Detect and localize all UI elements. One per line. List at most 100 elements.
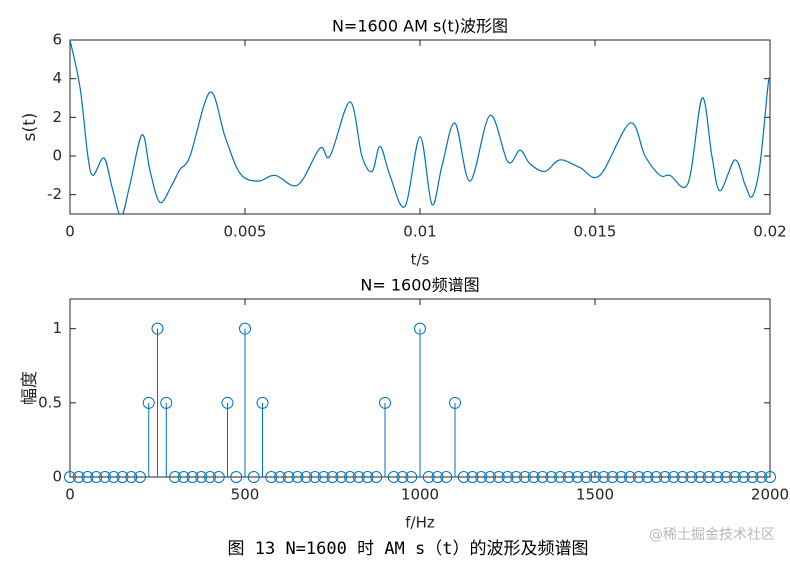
stem-marker [440, 471, 453, 483]
stem-marker [510, 471, 523, 483]
stem-marker [247, 471, 260, 483]
stem-marker [536, 471, 549, 483]
stem-marker [545, 471, 558, 483]
y-tick-label: 2 [52, 108, 62, 126]
stem-marker [667, 471, 680, 483]
x-tick-label: 0 [65, 486, 75, 504]
stem-marker [422, 471, 435, 483]
stem-marker [624, 471, 636, 483]
stem-marker [519, 471, 531, 483]
stem-marker [632, 471, 645, 483]
stem-marker [107, 471, 120, 483]
watermark: @稀土掘金技术社区 [649, 527, 775, 543]
stem-marker [300, 471, 313, 483]
y-tick-label: 1 [52, 319, 62, 337]
x-tick-label: 0.015 [574, 223, 617, 241]
stem-marker [615, 471, 628, 483]
stem-marker [396, 471, 409, 483]
stem-marker [335, 471, 348, 483]
caption: 图 13 N=1600 时 AM s（t）的波形及频谱图 [228, 539, 589, 559]
stem-marker [501, 471, 514, 483]
x-tick-label: 0.005 [224, 223, 267, 241]
stem-marker [702, 471, 715, 483]
x-tick-label: 0 [65, 223, 75, 241]
stem-marker [151, 322, 164, 335]
signal-line [70, 40, 770, 214]
stem-marker [361, 471, 374, 483]
stem-marker [746, 471, 759, 483]
stem-marker [414, 322, 426, 335]
y-axis-label: s(t) [20, 113, 40, 142]
plot-area [69, 39, 771, 215]
y-tick-label: -2 [47, 185, 62, 203]
stem-marker [527, 471, 540, 483]
stem-marker [659, 471, 671, 483]
stem-marker [685, 471, 698, 483]
stem-marker [676, 471, 689, 483]
stem-marker [72, 471, 85, 483]
x-tick-label: 500 [231, 486, 260, 504]
stem-marker [90, 471, 103, 483]
y-axis-label: 幅度 [20, 371, 40, 405]
stem-marker [169, 471, 181, 483]
x-axis-label: f/Hz [405, 514, 435, 532]
stem-marker [597, 471, 610, 483]
stem-marker [729, 471, 741, 483]
y-tick-label: 0 [52, 147, 62, 165]
stem-marker [755, 471, 768, 483]
x-tick-label: 1000 [401, 486, 439, 504]
x-tick-label: 2000 [751, 486, 789, 504]
stem-marker [81, 471, 94, 483]
stem-marker [580, 471, 593, 483]
stem-marker [282, 471, 295, 483]
stem-marker [764, 471, 776, 483]
y-tick-label: 6 [52, 31, 62, 49]
stem-marker [326, 471, 339, 483]
stem-marker [457, 471, 470, 483]
stem-marker [309, 471, 321, 483]
stem-marker [370, 471, 383, 483]
x-tick-label: 0.01 [403, 223, 436, 241]
stem-marker [116, 471, 129, 483]
stem-marker [195, 471, 208, 483]
stem-marker [212, 471, 225, 483]
stem-marker [562, 471, 575, 483]
stem-marker [317, 471, 330, 483]
stem-marker [694, 471, 706, 483]
stem-marker [186, 471, 199, 483]
stem-marker [606, 471, 619, 483]
stem-marker [256, 396, 269, 409]
stem-marker [274, 471, 286, 483]
stem-marker [379, 396, 391, 409]
stem-marker [571, 471, 584, 483]
x-axis-label: t/s [411, 251, 430, 269]
x-tick-label: 0.02 [753, 223, 786, 241]
stem-marker [720, 471, 733, 483]
stem-marker [387, 471, 400, 483]
chart-title: N=1600 AM s(t)波形图 [332, 17, 508, 36]
stem-marker [449, 396, 461, 409]
plot-marks [70, 40, 770, 214]
stem-marker [99, 471, 111, 483]
stem-marker [125, 471, 138, 483]
stem-marker [204, 471, 216, 483]
stem-marker [484, 471, 496, 483]
y-tick-label: 4 [52, 69, 62, 87]
stem-marker [554, 471, 566, 483]
stem-marker [239, 322, 251, 335]
stem-marker [177, 471, 190, 483]
y-tick-label: 0 [52, 468, 62, 486]
stem-marker [641, 471, 654, 483]
stem-marker [352, 471, 365, 483]
stem-marker [466, 471, 479, 483]
stem-marker [142, 396, 155, 409]
stem-marker [405, 471, 418, 483]
chart-title: N= 1600频谱图 [360, 276, 479, 295]
stem-marker [230, 471, 243, 483]
stem-marker [589, 471, 601, 483]
stem-marker [221, 396, 234, 409]
stem-marker [64, 471, 76, 483]
y-tick-label: 0.5 [38, 393, 62, 411]
stem-marker [650, 471, 663, 483]
